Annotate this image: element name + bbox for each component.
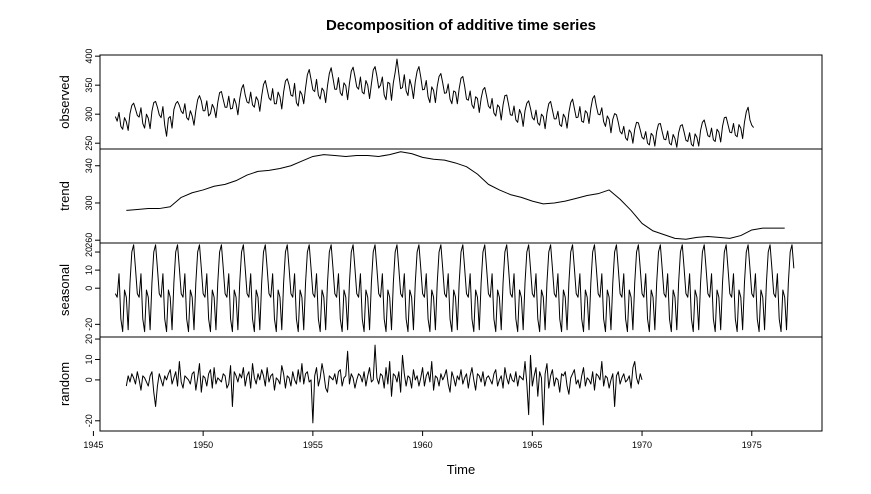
y-tick-label: 300 (84, 107, 94, 122)
series-line-seasonal (114, 244, 795, 333)
panel-observed: 250 300 350 400 observed (57, 49, 823, 151)
y-tick-label: 400 (84, 49, 94, 64)
panel-seasonal: -20 0 10 20 seasonal (57, 242, 823, 338)
chart-title: Decomposition of additive time series (326, 17, 596, 34)
x-tick-label: 1970 (632, 440, 652, 450)
panel-frame (99, 54, 823, 150)
x-tick-label: 1975 (742, 440, 762, 450)
x-axis: 1945 1950 1955 1960 1965 1970 1975 (83, 431, 762, 450)
y-tick-label: 20 (84, 334, 94, 344)
panel-frame (99, 336, 823, 432)
x-tick-label: 1965 (522, 440, 542, 450)
y-tick-label: 0 (84, 286, 94, 291)
x-tick-label: 1955 (303, 440, 323, 450)
panel-ylabel-random: random (57, 362, 72, 406)
panel-ylabel-seasonal: seasonal (57, 264, 72, 316)
x-axis-title: Time (447, 462, 475, 477)
y-tick-label: 0 (84, 377, 94, 382)
y-tick-label: 250 (84, 136, 94, 151)
y-tick-label: 20 (84, 247, 94, 257)
x-tick-label: 1950 (193, 440, 213, 450)
x-tick-label: 1945 (83, 440, 103, 450)
y-tick-label: 10 (84, 265, 94, 275)
y-tick-label: 340 (84, 158, 94, 173)
x-tick-label: 1960 (413, 440, 433, 450)
series-line-trend (126, 151, 785, 240)
panel-frame (99, 148, 823, 244)
series-line-observed (114, 58, 754, 148)
panel-ylabel-observed: observed (57, 75, 72, 128)
y-tick-label: 260 (84, 233, 94, 248)
series-line-random (125, 344, 643, 426)
y-tick-label: -20 (84, 318, 94, 331)
y-tick-label: 350 (84, 78, 94, 93)
y-tick-label: 300 (84, 195, 94, 210)
y-tick-label: -20 (84, 414, 94, 427)
panel-ylabel-trend: trend (57, 181, 72, 211)
panel-trend: 260 300 340 trend (57, 148, 823, 248)
y-tick-label: 10 (84, 354, 94, 364)
panels-group: 250 300 350 400 observed 260 300 340 trend -20 0 10… (57, 49, 823, 432)
panel-random: -20 0 10 20 random (57, 334, 823, 432)
